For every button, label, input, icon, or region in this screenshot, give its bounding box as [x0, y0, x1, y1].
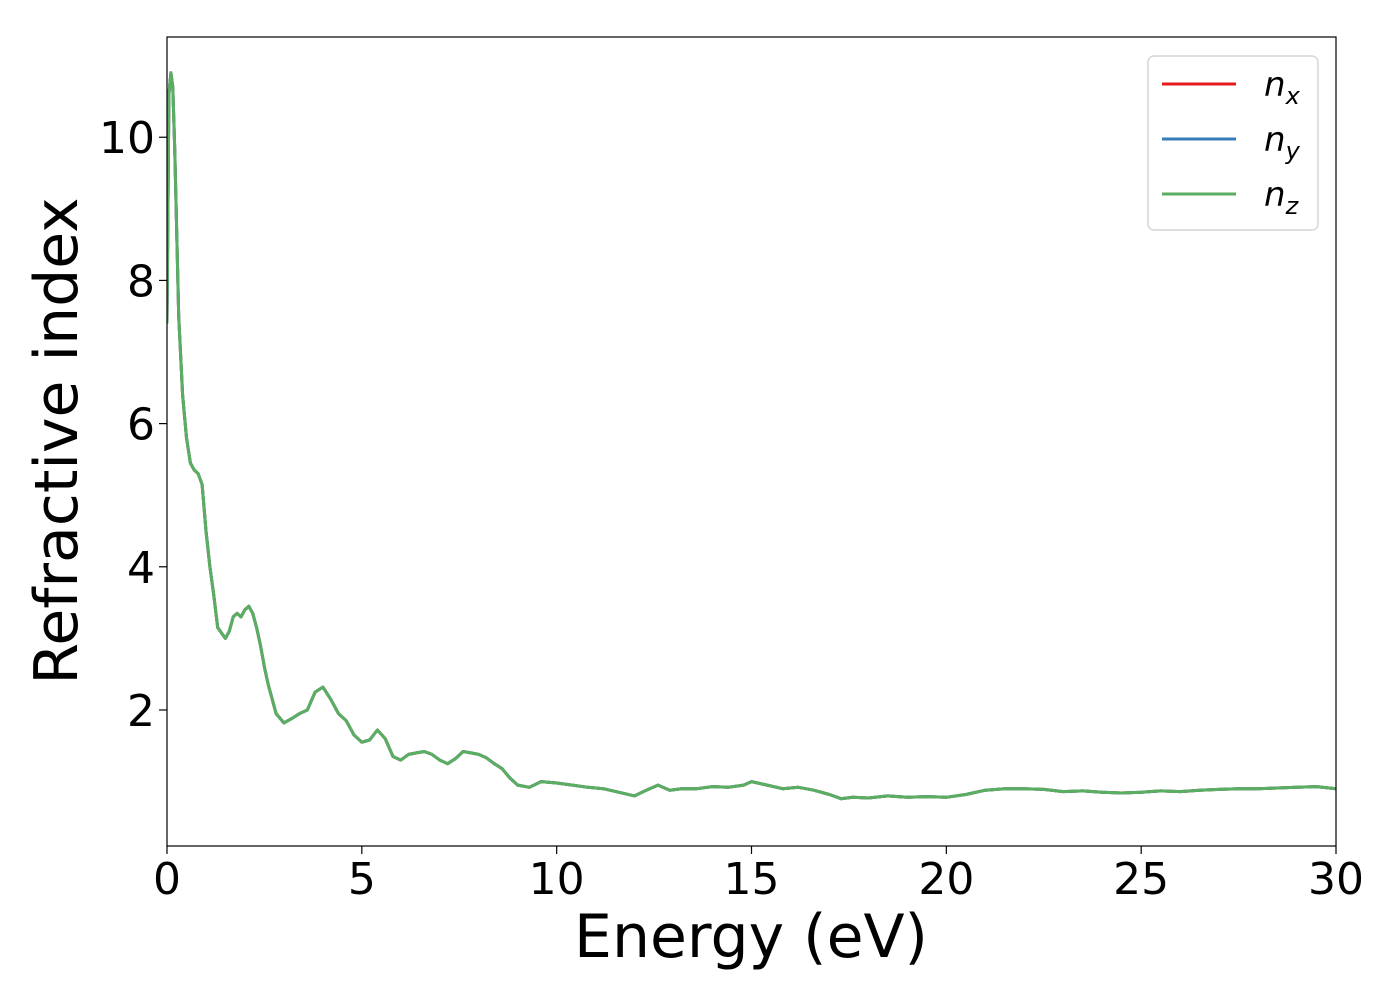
x-tick-label: 25 — [1113, 854, 1169, 905]
x-tick-label: 5 — [348, 854, 376, 905]
y-tick-label: 2 — [127, 686, 155, 737]
x-tick-label: 20 — [918, 854, 974, 905]
series-layer — [167, 71, 1336, 801]
legend-entry-x: nx — [1264, 65, 1301, 110]
y-axis-label: Refractive index — [22, 197, 92, 684]
x-tick-label: 30 — [1308, 854, 1364, 905]
axes-layer: 0 5 10 15 20 25 30 2 4 6 8 10 — [99, 36, 1364, 905]
x-tick-label: 0 — [153, 854, 181, 905]
legend-box — [1147, 55, 1319, 231]
legend: nx ny nz — [1147, 55, 1319, 231]
x-tick-label: 10 — [529, 854, 585, 905]
y-tick-label: 10 — [99, 113, 155, 164]
x-axis-label: Energy (eV) — [574, 902, 928, 972]
y-tick-label: 6 — [127, 400, 155, 451]
y-tick-label: 8 — [127, 256, 155, 307]
plot-area — [167, 37, 1336, 846]
series-line-z — [167, 71, 1336, 801]
y-tick-label: 4 — [127, 543, 155, 594]
legend-entry-y: ny — [1264, 120, 1301, 165]
legend-entry-z: nz — [1264, 175, 1300, 220]
x-tick-label: 15 — [724, 854, 780, 905]
plot-background — [167, 37, 1336, 846]
